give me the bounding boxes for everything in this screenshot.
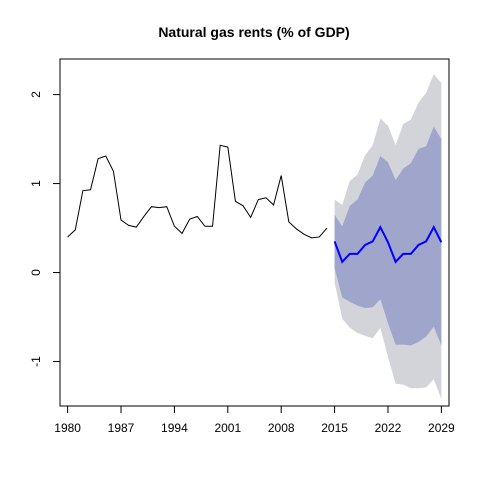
- x-tick-label: 1987: [108, 421, 135, 435]
- x-tick-label: 2015: [321, 421, 348, 435]
- x-tick-label: 2022: [375, 421, 402, 435]
- chart-title: Natural gas rents (% of GDP): [158, 24, 349, 40]
- x-tick-label: 2029: [428, 421, 455, 435]
- y-tick-label: -1: [29, 356, 43, 367]
- x-tick-label: 2008: [268, 421, 295, 435]
- y-tick-label: 0: [29, 269, 43, 276]
- x-tick-label: 1994: [161, 421, 188, 435]
- y-tick-label: 1: [29, 180, 43, 187]
- x-tick-label: 2001: [214, 421, 241, 435]
- y-tick-label: 2: [29, 91, 43, 98]
- x-axis: 1980 1987 1994 2001 2008 2015 2022 2029: [54, 406, 455, 435]
- history-line: [68, 145, 327, 238]
- y-axis: -1 0 1 2: [29, 91, 60, 367]
- x-tick-label: 1980: [54, 421, 81, 435]
